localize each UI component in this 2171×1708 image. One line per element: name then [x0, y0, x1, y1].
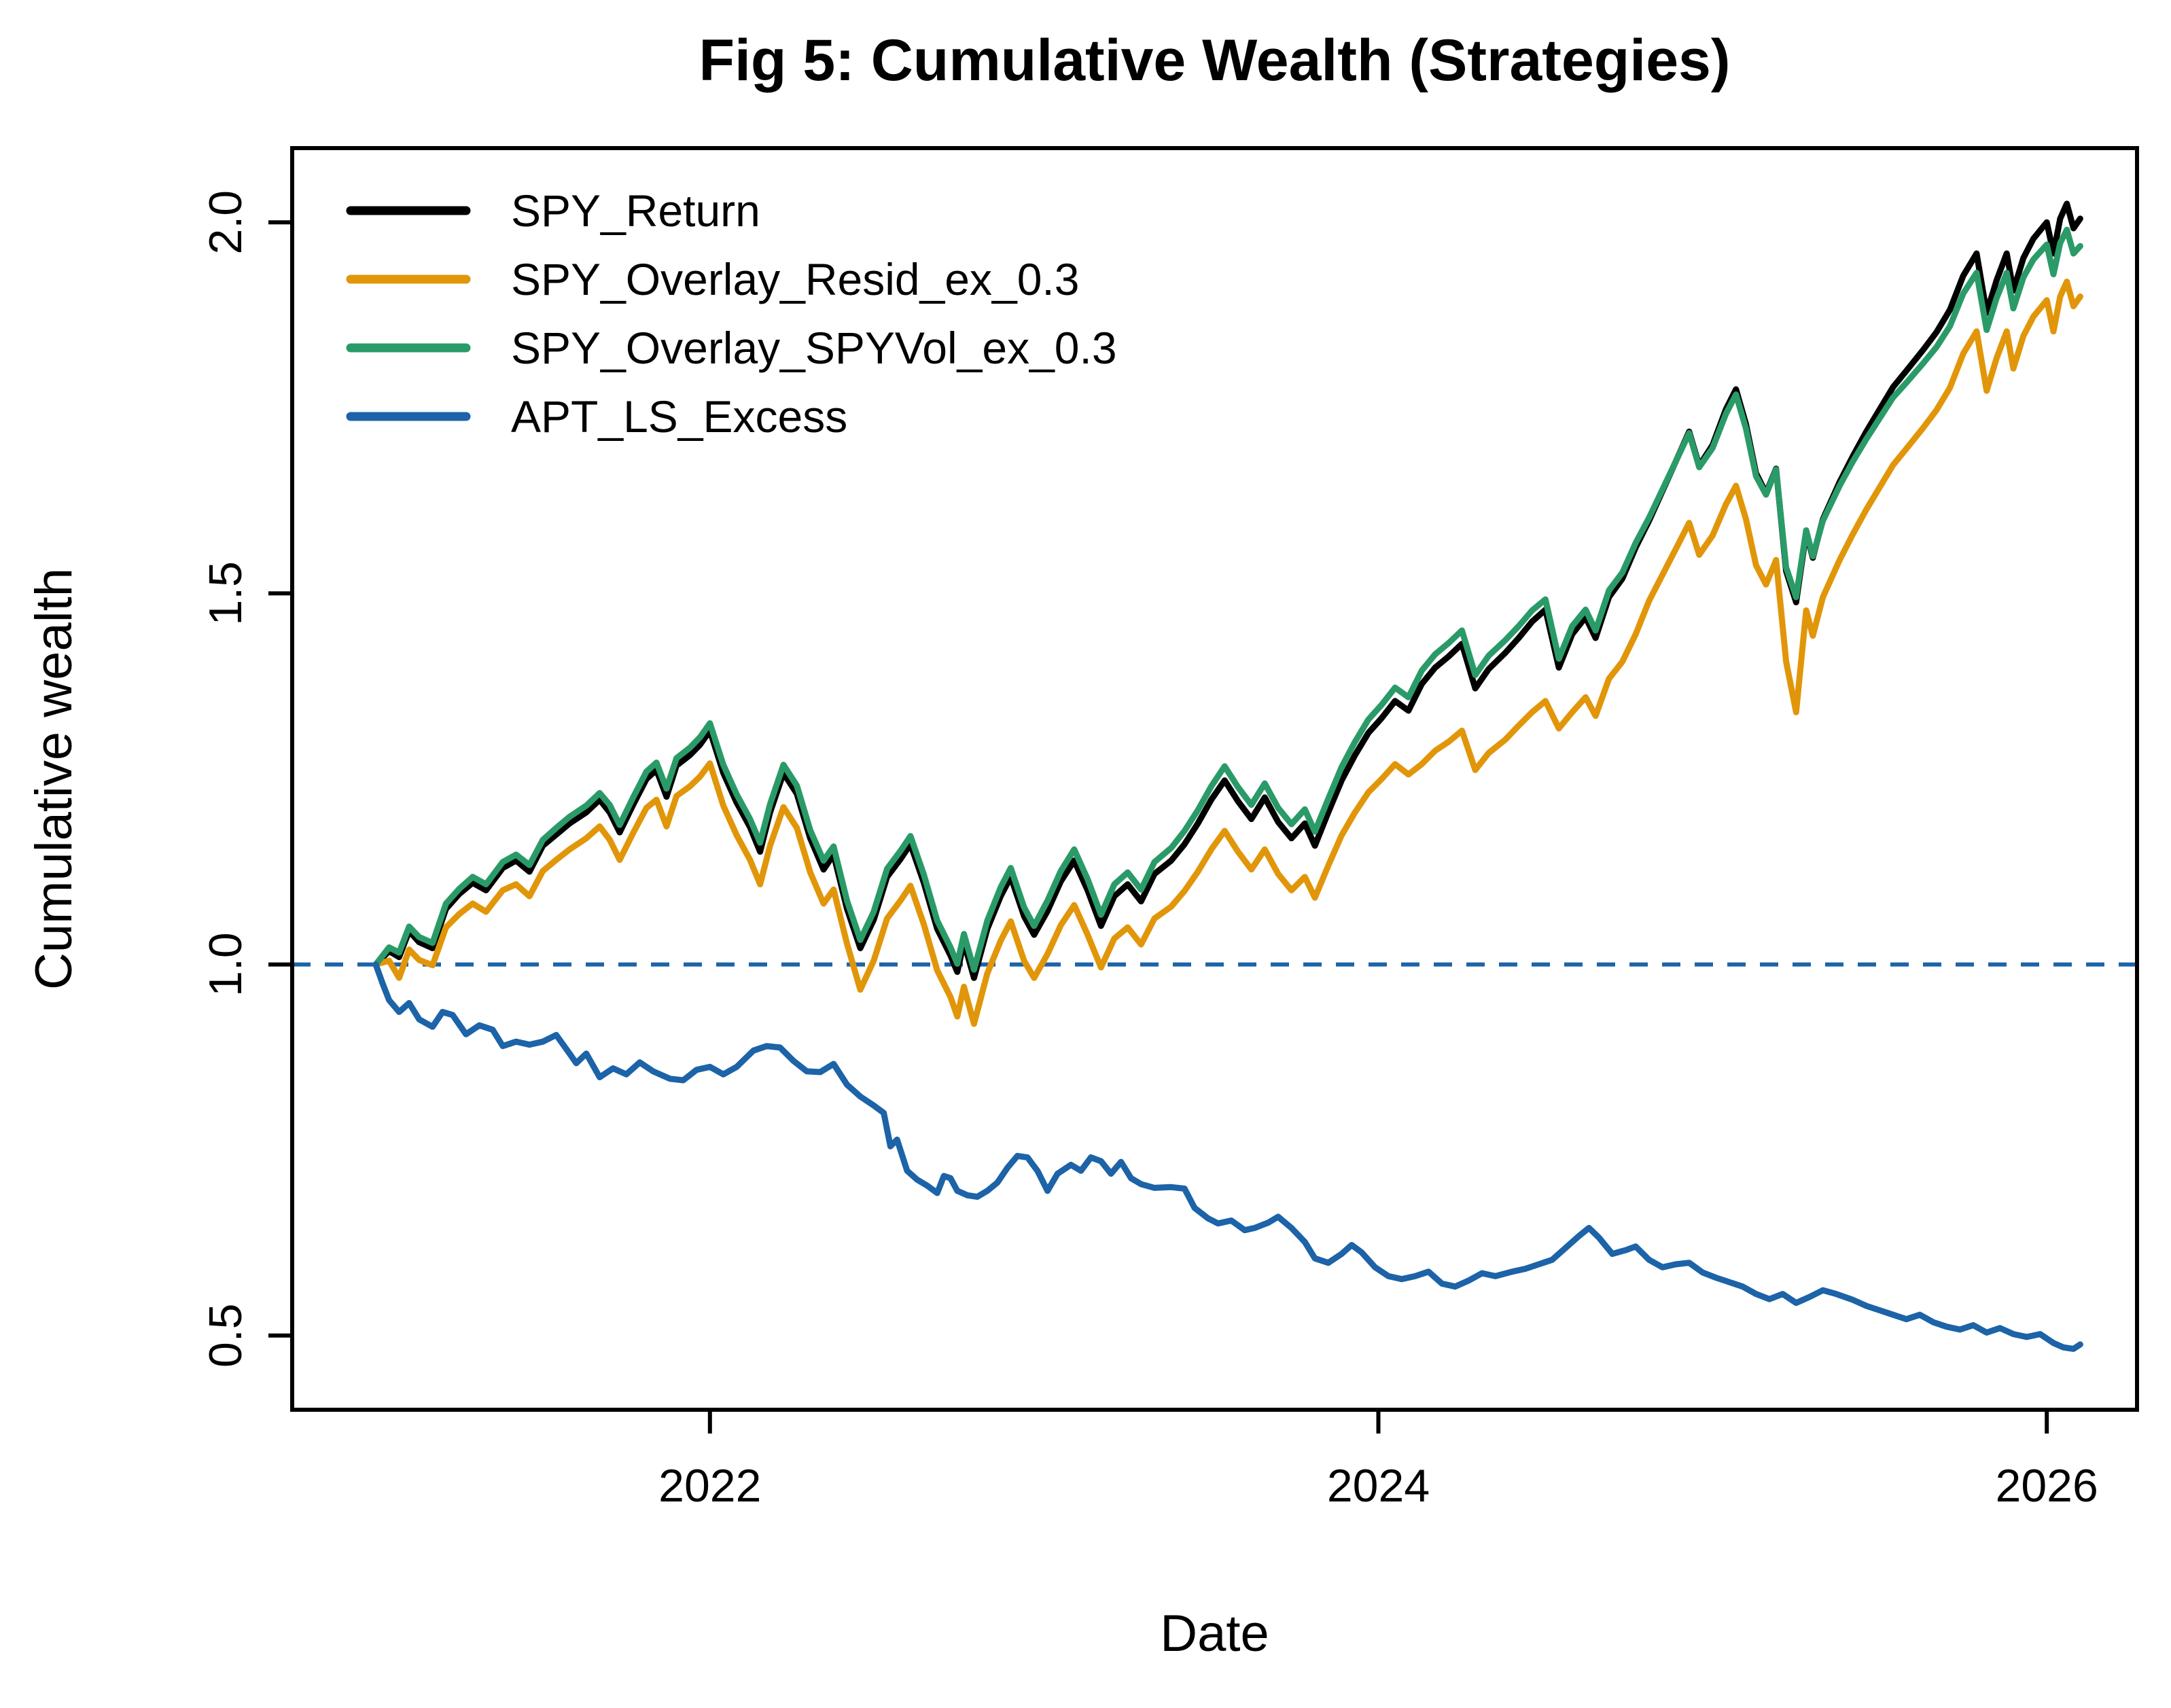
series-line-SPY_Overlay_SPYVol_ex_0.3: [372, 226, 2083, 973]
plot-frame: [290, 146, 2139, 1412]
chart-title: Fig 5: Cumulative Wealth (Strategies): [699, 28, 1730, 93]
y-tick-label: 2.0: [200, 190, 251, 255]
x-axis-label: Date: [1160, 1605, 1269, 1662]
x-tick-label: 2022: [658, 1460, 761, 1512]
legend-label-SPY_Overlay_SPYVol_ex_0.3: SPY_Overlay_SPYVol_ex_0.3: [511, 323, 1117, 373]
x-tick-label: 2026: [1996, 1460, 2098, 1512]
series-line-APT_LS_Excess: [372, 961, 2083, 1352]
y-tick-label: 1.5: [200, 561, 251, 626]
y-axis-label: Cumulative wealth: [25, 568, 83, 990]
legend-label-SPY_Return: SPY_Return: [511, 185, 760, 236]
x-tick-label: 2024: [1327, 1460, 1430, 1512]
legend-label-APT_LS_Excess: APT_LS_Excess: [511, 391, 847, 442]
series-line-SPY_Overlay_Resid_ex_0.3: [372, 279, 2083, 1027]
legend-label-SPY_Overlay_Resid_ex_0.3: SPY_Overlay_Resid_ex_0.3: [511, 254, 1079, 304]
y-tick-label: 1.0: [200, 932, 251, 997]
y-tick-label: 0.5: [200, 1303, 251, 1368]
